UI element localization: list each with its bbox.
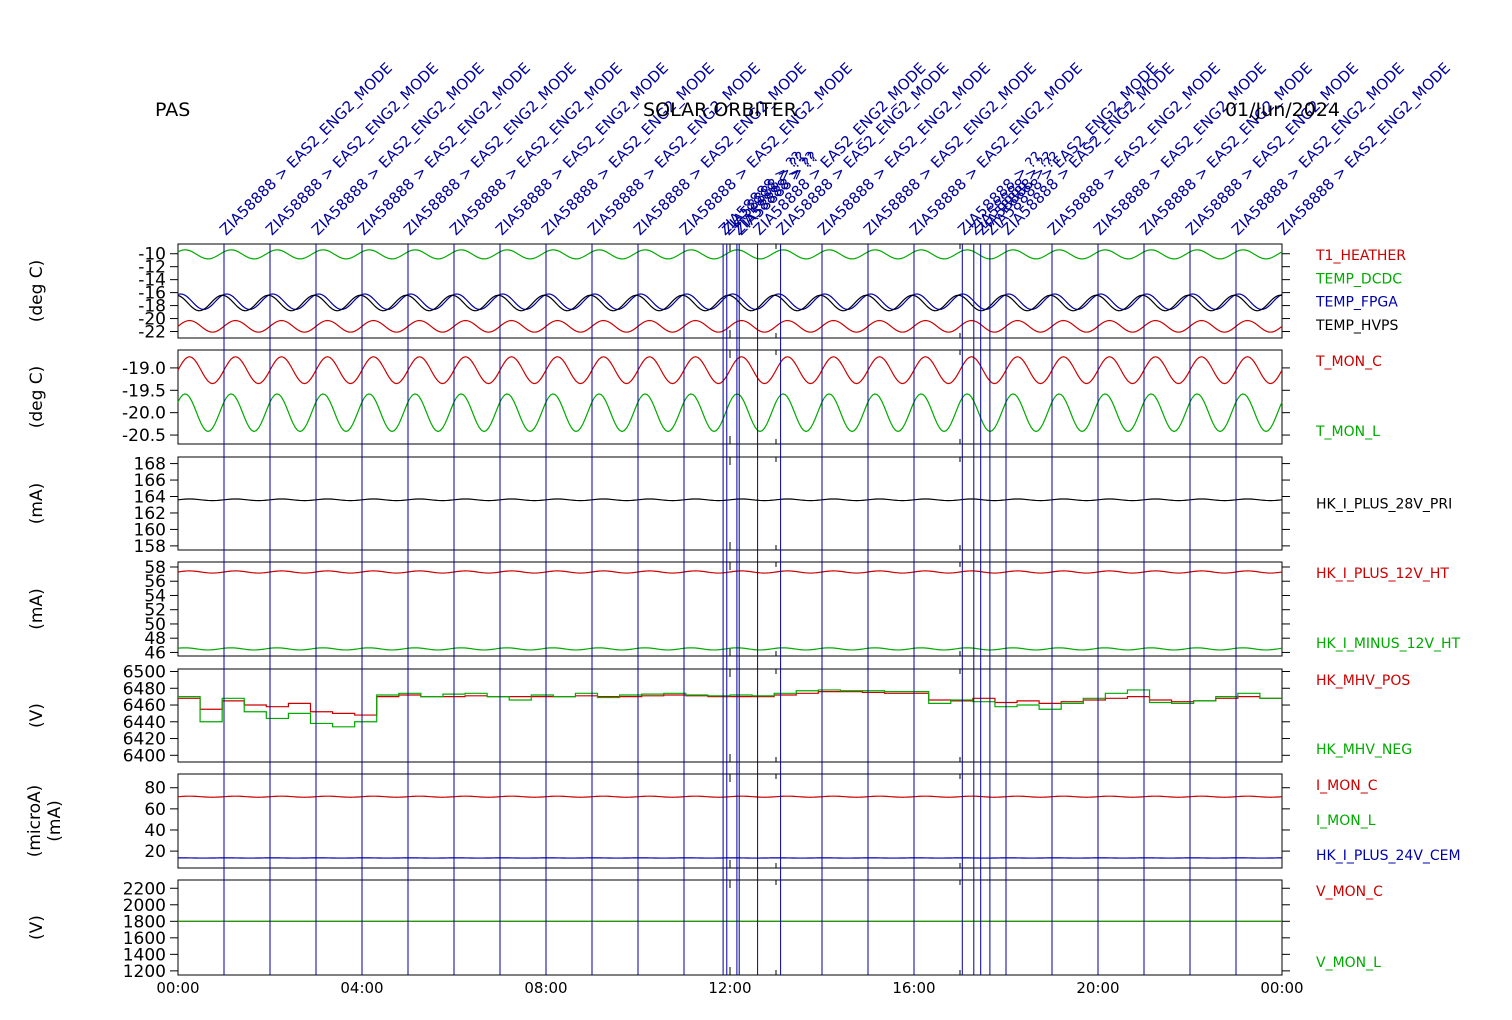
y-tick-label: 2000 <box>123 896 166 916</box>
y-tick-label: 1400 <box>123 945 166 965</box>
x-tick-label: 16:00 <box>892 979 935 997</box>
legend-entry: V_MON_C <box>1316 884 1383 900</box>
panel-frame <box>177 773 1283 869</box>
x-tick-label: 12:00 <box>708 979 751 997</box>
legend-entry: TEMP_FPGA <box>1315 295 1398 311</box>
legend-entry: HK_I_PLUS_12V_HT <box>1316 566 1449 582</box>
y-tick-label: -18 <box>138 297 166 317</box>
header-right: 01/Jun/2024 <box>1225 99 1340 121</box>
y-tick-label: 56 <box>144 572 166 592</box>
y-tick-label: 6480 <box>123 679 166 699</box>
legend-entry: V_MON_L <box>1316 955 1381 971</box>
y-axis-label: (mA) <box>27 588 47 629</box>
y-tick-label: 60 <box>144 800 166 820</box>
y-tick-label: 40 <box>144 821 166 841</box>
y-tick-label: 6500 <box>123 663 166 683</box>
y-tick-label: -22 <box>138 323 166 343</box>
event-lines <box>223 244 1237 975</box>
series-line <box>177 393 1283 433</box>
legend-entry: HK_MHV_POS <box>1316 673 1410 689</box>
panel-1: -10-12-14-16-18-20-22 (deg C) T1_HEATHER TE… <box>27 243 1406 343</box>
y-tick-label: 166 <box>134 471 166 491</box>
legend-entry: HK_MHV_NEG <box>1316 742 1412 758</box>
x-tick-label: 04:00 <box>340 979 383 997</box>
panel-frame <box>177 561 1283 657</box>
y-tick-label: 20 <box>144 842 166 862</box>
y-axis-label: (microA) <box>25 785 45 858</box>
series-line <box>178 689 1282 728</box>
series-line <box>177 249 1283 260</box>
panel-2: -19.0-19.5 -20.0-20.5 (deg C) T_MON_C T_MON_… <box>27 349 1382 446</box>
y-tick-label: -14 <box>138 271 166 291</box>
series-line <box>177 570 1283 574</box>
y-tick-label: 50 <box>144 615 166 635</box>
y-tick-label: 46 <box>144 643 166 663</box>
y-axis-label: (mA) <box>27 483 47 524</box>
y-axis-label: (V) <box>27 703 47 728</box>
y-axis-label: (deg C) <box>27 366 47 429</box>
y-tick-label: -20.5 <box>122 426 166 446</box>
y-tick-label: 2200 <box>123 879 166 899</box>
y-axis-label-2: (mA) <box>45 800 65 841</box>
y-tick-label: 164 <box>134 488 166 508</box>
y-tick-label: -19.0 <box>122 359 166 379</box>
y-tick-label: 80 <box>144 779 166 799</box>
y-tick-label: 48 <box>144 629 166 649</box>
y-tick-label: 1600 <box>123 929 166 949</box>
x-tick-label: 00:00 <box>156 979 199 997</box>
series-line <box>177 293 1283 311</box>
legend-entry: HK_I_PLUS_24V_CEM <box>1316 848 1461 864</box>
y-tick-label: 158 <box>134 537 166 557</box>
y-tick-label: 6400 <box>123 746 166 766</box>
legend-entry: I_MON_C <box>1316 778 1378 794</box>
y-tick-label: 6460 <box>123 696 166 716</box>
legend-entry: T_MON_C <box>1315 354 1382 370</box>
header-left: PAS <box>155 99 190 121</box>
series-line <box>177 795 1283 798</box>
legend-entry: T1_HEATHER <box>1315 248 1406 264</box>
series-line <box>177 498 1283 502</box>
header-center: SOLAR ORBITER <box>643 99 797 121</box>
y-tick-label: 58 <box>144 558 166 578</box>
y-tick-label: -12 <box>138 258 166 278</box>
y-tick-label: 54 <box>144 586 166 606</box>
y-tick-label: 160 <box>134 520 166 540</box>
y-tick-label: -16 <box>138 284 166 304</box>
y-tick-label: -20.0 <box>122 404 166 424</box>
y-tick-label: -10 <box>138 245 166 265</box>
y-tick-label: 6420 <box>123 730 166 750</box>
y-axis-label: (V) <box>27 915 47 940</box>
y-tick-label: 52 <box>144 601 166 621</box>
x-tick-label: 00:00 <box>1260 979 1303 997</box>
y-tick-label: -20 <box>138 310 166 330</box>
panel-frame <box>177 879 1283 976</box>
y-tick-label: -19.5 <box>122 381 166 401</box>
legend-entry: T_MON_L <box>1315 424 1380 440</box>
legend-entry: HK_I_MINUS_12V_HT <box>1316 636 1461 652</box>
x-axis: 00:00 04:00 08:00 12:00 16:00 20:00 00:00 <box>156 979 1303 997</box>
y-tick-label: 168 <box>134 455 166 475</box>
panel-frame <box>177 456 1283 551</box>
y-axis-label: (deg C) <box>27 260 47 323</box>
series-line <box>177 356 1283 385</box>
legend-entry: TEMP_HVPS <box>1315 318 1398 334</box>
panels: -10-12-14-16-18-20-22 (deg C) T1_HEATHER TE… <box>25 243 1461 982</box>
legend-entry: HK_I_PLUS_28V_PRI <box>1316 497 1452 513</box>
y-tick-label: 162 <box>134 504 166 524</box>
y-tick-label: 6440 <box>123 713 166 733</box>
panel-frame <box>177 668 1283 763</box>
x-tick-label: 20:00 <box>1076 979 1119 997</box>
x-tick-label: 08:00 <box>524 979 567 997</box>
y-tick-label: 1200 <box>123 962 166 982</box>
legend-entry: TEMP_DCDC <box>1315 271 1402 287</box>
y-tick-label: 1800 <box>123 912 166 932</box>
legend-entry: I_MON_L <box>1316 813 1376 829</box>
series-line <box>177 294 1283 312</box>
